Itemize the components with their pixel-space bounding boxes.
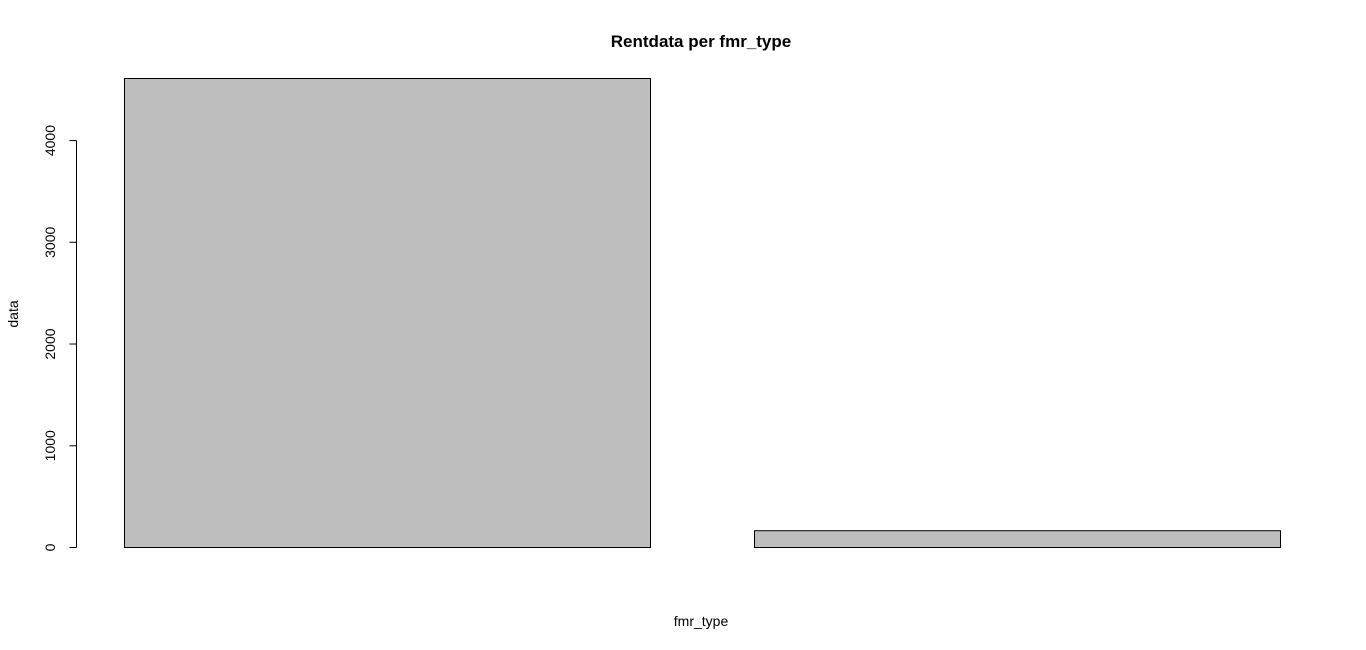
bar-1 <box>124 78 651 548</box>
bars-group <box>124 78 1281 549</box>
chart-title: Rentdata per fmr_type <box>611 32 791 51</box>
y-tick-label: 0 <box>42 543 58 551</box>
y-axis: 0 1000 2000 3000 4000 <box>42 125 77 551</box>
y-axis-label: data <box>5 300 21 327</box>
x-axis-label: fmr_type <box>674 613 729 629</box>
y-tick-label: 4000 <box>42 125 58 156</box>
y-tick-label: 2000 <box>42 328 58 359</box>
y-tick-label: 3000 <box>42 227 58 258</box>
bar-2 <box>754 530 1281 549</box>
y-tick-label: 1000 <box>42 430 58 461</box>
